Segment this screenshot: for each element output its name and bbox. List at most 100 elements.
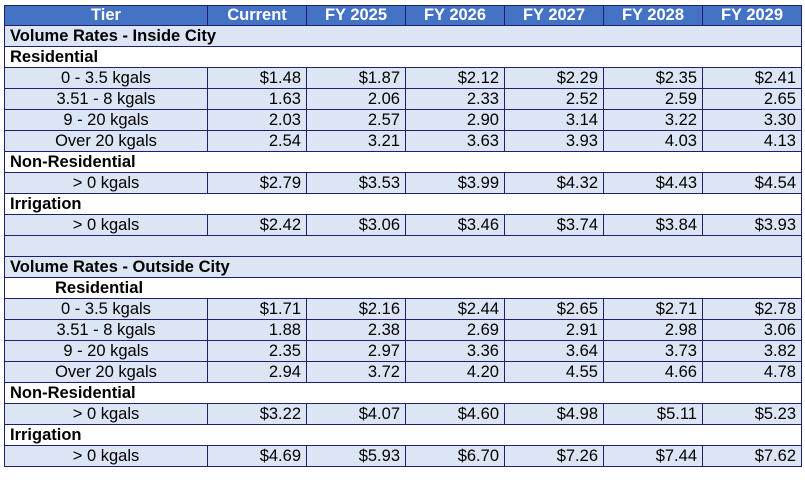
rate-cell: $3.99: [405, 172, 505, 194]
outside-irrigation-row: Irrigation: [4, 424, 802, 446]
volume-rates-table: Tier Current FY 2025 FY 2026 FY 2027 FY …: [4, 5, 802, 467]
outside-irrigation-label: Irrigation: [4, 424, 802, 446]
rate-cell: 3.73: [603, 340, 703, 362]
rate-cell: $3.53: [306, 172, 406, 194]
tier-cell: 9 - 20 kgals: [4, 340, 208, 362]
rate-cell: $5.11: [603, 403, 703, 425]
tier-cell: 3.51 - 8 kgals: [4, 319, 208, 341]
table-row: 3.51 - 8 kgals 1.88 2.38 2.69 2.91 2.98 3.06: [4, 319, 802, 341]
inside-residential-label: Residential: [4, 46, 802, 68]
rate-cell: $3.84: [603, 214, 703, 236]
rate-cell: 3.14: [504, 109, 604, 131]
table-row: > 0 kgals $2.79 $3.53 $3.99 $4.32 $4.43 $4.54: [4, 172, 802, 194]
table-row: 9 - 20 kgals 2.03 2.57 2.90 3.14 3.22 3.30: [4, 109, 802, 131]
rate-cell: $2.44: [405, 298, 505, 320]
rate-cell: 4.13: [702, 130, 802, 152]
table-row: > 0 kgals $3.22 $4.07 $4.60 $4.98 $5.11 $5.23: [4, 403, 802, 425]
rate-cell: 2.52: [504, 88, 604, 110]
rate-cell: $4.69: [207, 445, 307, 467]
header-tier: Tier: [4, 5, 208, 26]
rate-cell: $3.06: [306, 214, 406, 236]
rate-cell: 2.35: [207, 340, 307, 362]
rate-cell: 2.57: [306, 109, 406, 131]
table-row: Over 20 kgals 2.94 3.72 4.20 4.55 4.66 4.78: [4, 361, 802, 383]
rate-cell: 2.59: [603, 88, 703, 110]
rate-cell: $7.62: [702, 445, 802, 467]
tier-cell: 9 - 20 kgals: [4, 109, 208, 131]
rate-cell: 2.91: [504, 319, 604, 341]
outside-residential-row: Residential: [4, 277, 802, 299]
rate-cell: $2.12: [405, 67, 505, 89]
rate-cell: 3.36: [405, 340, 505, 362]
rate-cell: 2.03: [207, 109, 307, 131]
rate-cell: 3.30: [702, 109, 802, 131]
rate-cell: 4.20: [405, 361, 505, 383]
rate-cell: $3.22: [207, 403, 307, 425]
rate-cell: $3.46: [405, 214, 505, 236]
header-fy2029: FY 2029: [702, 5, 802, 26]
header-fy2026: FY 2026: [405, 5, 505, 26]
rate-cell: $5.23: [702, 403, 802, 425]
rate-cell: 2.69: [405, 319, 505, 341]
table-row: 0 - 3.5 kgals $1.48 $1.87 $2.12 $2.29 $2.35 $2…: [4, 67, 802, 89]
rate-cell: $3.93: [702, 214, 802, 236]
spacer-cell: [4, 235, 802, 257]
table-row: 3.51 - 8 kgals 1.63 2.06 2.33 2.52 2.59 2.65: [4, 88, 802, 110]
rate-cell: $4.07: [306, 403, 406, 425]
inside-residential-row: Residential: [4, 46, 802, 68]
table-row: 0 - 3.5 kgals $1.71 $2.16 $2.44 $2.65 $2.71 $2…: [4, 298, 802, 320]
tier-cell: 3.51 - 8 kgals: [4, 88, 208, 110]
rate-cell: $2.42: [207, 214, 307, 236]
header-fy2028: FY 2028: [603, 5, 703, 26]
rate-cell: $2.35: [603, 67, 703, 89]
tier-cell: Over 20 kgals: [4, 130, 208, 152]
rate-cell: 2.33: [405, 88, 505, 110]
rate-table-container: Tier Current FY 2025 FY 2026 FY 2027 FY …: [4, 5, 802, 467]
header-fy2025: FY 2025: [306, 5, 406, 26]
header-fy2027: FY 2027: [504, 5, 604, 26]
rate-cell: $2.41: [702, 67, 802, 89]
rate-cell: $6.70: [405, 445, 505, 467]
rate-cell: $2.16: [306, 298, 406, 320]
table-row: 9 - 20 kgals 2.35 2.97 3.36 3.64 3.73 3.82: [4, 340, 802, 362]
section-inside-city-row: Volume Rates - Inside City: [4, 25, 802, 47]
rate-cell: $7.44: [603, 445, 703, 467]
rate-cell: 3.22: [603, 109, 703, 131]
rate-cell: 2.06: [306, 88, 406, 110]
rate-cell: $2.29: [504, 67, 604, 89]
rate-cell: 3.72: [306, 361, 406, 383]
rate-cell: 4.66: [603, 361, 703, 383]
outside-residential-label: Residential: [4, 277, 802, 299]
inside-irrigation-row: Irrigation: [4, 193, 802, 215]
rate-cell: $1.48: [207, 67, 307, 89]
rate-cell: 3.06: [702, 319, 802, 341]
rate-cell: $5.93: [306, 445, 406, 467]
rate-cell: $2.65: [504, 298, 604, 320]
tier-cell: Over 20 kgals: [4, 361, 208, 383]
inside-nonresidential-label: Non-Residential: [4, 151, 802, 173]
section-inside-city-title: Volume Rates - Inside City: [4, 25, 802, 47]
rate-cell: 2.97: [306, 340, 406, 362]
rate-cell: 2.98: [603, 319, 703, 341]
outside-nonresidential-label: Non-Residential: [4, 382, 802, 404]
table-row: > 0 kgals $2.42 $3.06 $3.46 $3.74 $3.84 $3.93: [4, 214, 802, 236]
rate-cell: 3.64: [504, 340, 604, 362]
outside-nonresidential-row: Non-Residential: [4, 382, 802, 404]
header-current: Current: [207, 5, 307, 26]
rate-cell: 2.54: [207, 130, 307, 152]
header-row: Tier Current FY 2025 FY 2026 FY 2027 FY …: [4, 5, 802, 26]
rate-cell: $4.98: [504, 403, 604, 425]
rate-cell: 2.65: [702, 88, 802, 110]
rate-cell: $4.32: [504, 172, 604, 194]
rate-cell: 4.03: [603, 130, 703, 152]
rate-cell: 3.21: [306, 130, 406, 152]
tier-cell: > 0 kgals: [4, 214, 208, 236]
rate-cell: 2.94: [207, 361, 307, 383]
rate-cell: $2.79: [207, 172, 307, 194]
rate-cell: 3.63: [405, 130, 505, 152]
section-outside-city-row: Volume Rates - Outside City: [4, 256, 802, 278]
tier-cell: > 0 kgals: [4, 403, 208, 425]
rate-cell: 2.90: [405, 109, 505, 131]
rate-cell: $1.71: [207, 298, 307, 320]
rate-cell: 3.93: [504, 130, 604, 152]
